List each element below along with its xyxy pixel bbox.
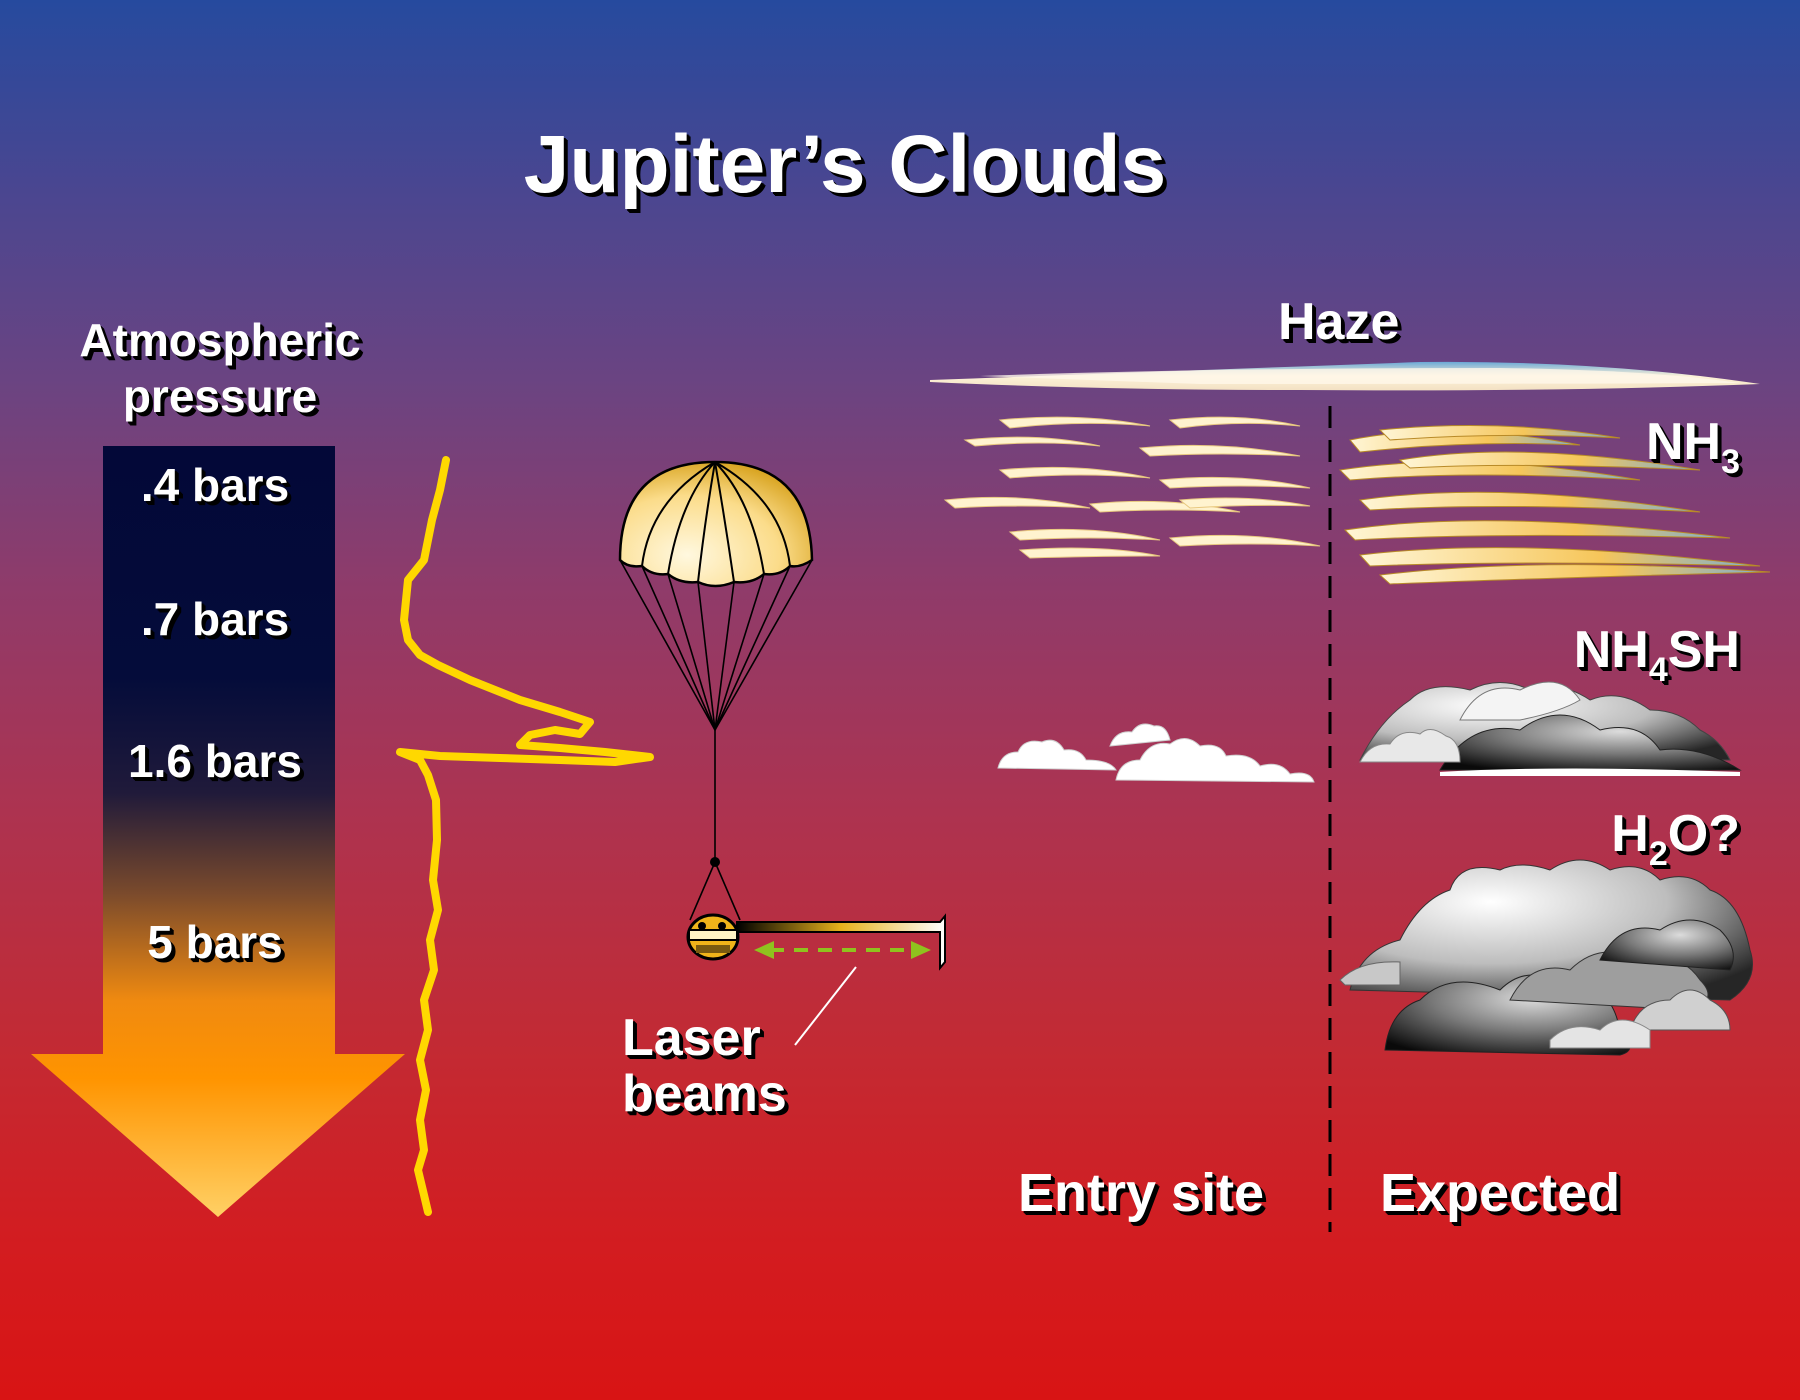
pressure-heading: Atmospheric pressure	[40, 312, 400, 424]
pressure-level-2: 1.6 bars	[128, 735, 302, 787]
nh4sh-main: NH	[1573, 621, 1649, 679]
diagram-title: Jupiter’s Clouds	[523, 119, 1167, 210]
h2o-label: H2O?	[1611, 804, 1740, 871]
h2o-expected-clouds	[1339, 859, 1753, 1056]
nh4sh-label: NH4SH	[1573, 620, 1740, 687]
entry-site-label: Entry site	[1018, 1163, 1265, 1223]
nh4sh-entry-clouds	[997, 723, 1315, 783]
nh4sh-expected-clouds	[1359, 681, 1742, 776]
nh3-sub: 3	[1721, 443, 1740, 481]
haze-label: Haze	[1278, 293, 1400, 351]
nh3-expected-wisps	[1338, 425, 1771, 585]
laser-line1: Laser	[622, 1009, 761, 1067]
h2o-tail: O?	[1667, 805, 1740, 863]
h2o-sub: 2	[1648, 835, 1668, 873]
suspension-lines	[619, 559, 813, 921]
pressure-level-1: .7 bars	[140, 593, 290, 645]
nh3-entry-wisps	[943, 416, 1321, 559]
haze-layer	[930, 361, 1760, 391]
probe-body	[686, 913, 740, 961]
pressure-heading-line1: Atmospheric	[79, 314, 361, 366]
pressure-heading-line2: pressure	[122, 370, 318, 422]
laser-beams-label: Laser beams	[622, 1010, 787, 1122]
parachute-canopy	[618, 460, 814, 588]
pressure-level-0: .4 bars	[140, 459, 290, 511]
pressure-arrow	[31, 446, 405, 1217]
expected-label: Expected	[1380, 1163, 1621, 1223]
laser-pointer-line	[794, 966, 857, 1046]
nh3-label: NH3	[1645, 412, 1740, 479]
parachute-probe	[618, 460, 946, 971]
nh4sh-tail: SH	[1667, 621, 1740, 679]
nh4sh-sub: 4	[1648, 651, 1668, 689]
nh3-main: NH	[1645, 413, 1722, 471]
laser-arrow	[754, 941, 931, 959]
pressure-level-3: 5 bars	[147, 916, 283, 968]
laser-line2: beams	[622, 1065, 787, 1123]
cloud-density-profile	[396, 456, 654, 1216]
laser-beam-housing	[736, 913, 946, 971]
h2o-main: H	[1611, 805, 1649, 863]
